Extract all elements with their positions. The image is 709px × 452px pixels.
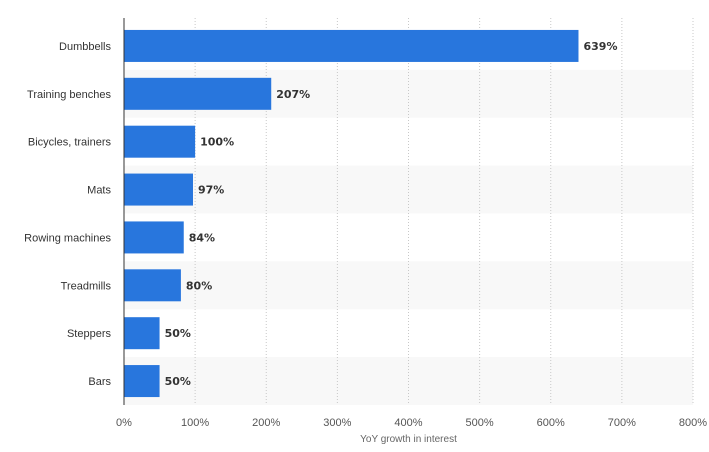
value-labels: 639% 207% 100% 97% 84% 80% 50% 50% bbox=[165, 40, 618, 388]
x-tick-label: 300% bbox=[323, 417, 351, 429]
category-labels: Dumbbells Training benches Bicycles, train… bbox=[24, 41, 111, 388]
bar[interactable] bbox=[124, 269, 181, 302]
x-axis-title: YoY growth in interest bbox=[360, 434, 457, 445]
category-label: Steppers bbox=[67, 328, 112, 340]
category-label: Treadmills bbox=[61, 280, 112, 292]
bar[interactable] bbox=[124, 173, 193, 206]
x-tick-label: 800% bbox=[679, 417, 707, 429]
x-tick-label: 600% bbox=[537, 417, 565, 429]
value-label: 80% bbox=[186, 279, 212, 292]
value-label: 97% bbox=[198, 184, 224, 197]
x-tick-label: 0% bbox=[116, 417, 132, 429]
x-tick-labels: 0% 100% 200% 300% 400% 500% 600% 700% 800% bbox=[116, 417, 707, 429]
value-label: 207% bbox=[276, 88, 310, 101]
x-tick-label: 400% bbox=[394, 417, 422, 429]
bar[interactable] bbox=[124, 221, 184, 254]
category-label: Dumbbells bbox=[59, 41, 111, 53]
bar[interactable] bbox=[124, 317, 160, 350]
x-tick-label: 100% bbox=[181, 417, 209, 429]
category-label: Training benches bbox=[27, 89, 111, 101]
x-tick-label: 700% bbox=[608, 417, 636, 429]
bar[interactable] bbox=[124, 365, 160, 398]
bar[interactable] bbox=[124, 29, 579, 62]
category-label: Mats bbox=[87, 185, 111, 197]
value-label: 639% bbox=[583, 40, 617, 53]
category-label: Bicycles, trainers bbox=[28, 137, 112, 149]
value-label: 50% bbox=[165, 375, 191, 388]
value-label: 100% bbox=[200, 136, 234, 149]
category-label: Bars bbox=[88, 376, 111, 388]
x-tick-label: 200% bbox=[252, 417, 280, 429]
bar[interactable] bbox=[124, 77, 272, 110]
category-label: Rowing machines bbox=[24, 232, 111, 244]
bar[interactable] bbox=[124, 125, 196, 158]
value-label: 50% bbox=[165, 327, 191, 340]
x-tick-label: 500% bbox=[466, 417, 494, 429]
bars bbox=[124, 29, 579, 398]
value-label: 84% bbox=[189, 231, 215, 244]
